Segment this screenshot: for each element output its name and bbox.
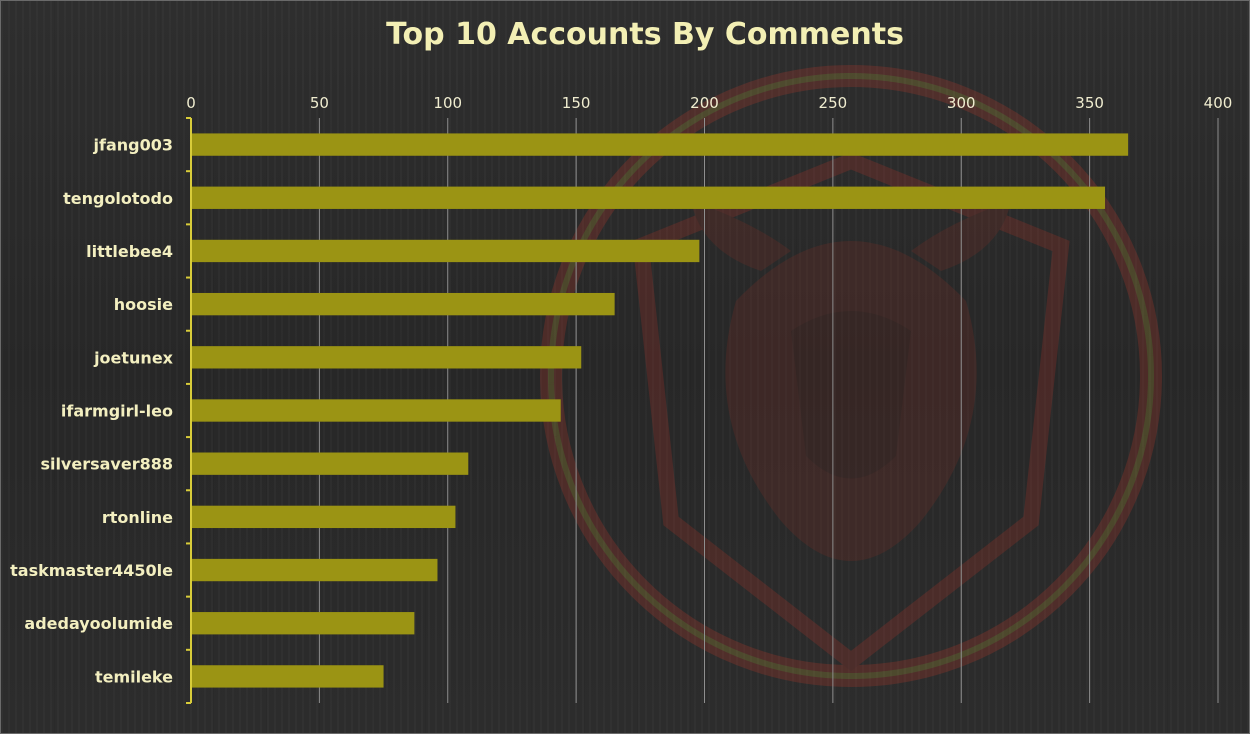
x-tick-label: 250 — [819, 94, 848, 112]
bar-rtonline — [191, 505, 456, 529]
x-tick-label: 150 — [562, 94, 591, 112]
x-tick-label: 0 — [186, 94, 196, 112]
category-label: jfang003 — [93, 136, 173, 155]
bar-tengolotodo — [191, 186, 1106, 209]
x-tick-label: 200 — [690, 94, 719, 112]
bar-temileke — [191, 665, 384, 688]
x-tick-label: 100 — [433, 94, 462, 112]
category-label: silversaver888 — [40, 455, 173, 474]
bar-littlebee4 — [191, 239, 700, 263]
category-label: temileke — [95, 667, 173, 686]
bar-hoosie — [191, 292, 615, 316]
x-tick-label: 350 — [1075, 94, 1104, 112]
y-axis — [186, 117, 192, 704]
bars — [191, 133, 1129, 688]
x-tick-label: 400 — [1204, 94, 1233, 112]
lion-shield-logo-icon — [540, 65, 1162, 687]
x-axis-tick-labels: 0 50 100 150 200 250 300 350 400 — [186, 94, 1232, 112]
category-label: adedayoolumide — [24, 614, 173, 633]
chart-title: Top 10 Accounts By Comments — [386, 17, 904, 52]
bar-adedayoolumide — [191, 612, 415, 635]
bar-joetunex — [191, 346, 582, 369]
x-tick-label: 300 — [947, 94, 976, 112]
bar-ifarmgirl-leo — [191, 399, 561, 422]
category-label: joetunex — [93, 348, 174, 367]
category-label: tengolotodo — [63, 189, 173, 208]
x-tick-label: 50 — [310, 94, 329, 112]
bar-taskmaster4450le — [191, 558, 438, 582]
category-label: taskmaster4450le — [10, 561, 173, 580]
category-label: rtonline — [102, 508, 173, 527]
bar-jfang003 — [191, 133, 1129, 156]
category-label: hoosie — [114, 295, 173, 314]
category-label: littlebee4 — [86, 242, 173, 261]
y-axis-category-labels: jfang003 tengolotodo littlebee4 hoosie joetu… — [10, 136, 174, 687]
bar-silversaver888 — [191, 452, 469, 475]
category-label: ifarmgirl-leo — [61, 402, 173, 421]
